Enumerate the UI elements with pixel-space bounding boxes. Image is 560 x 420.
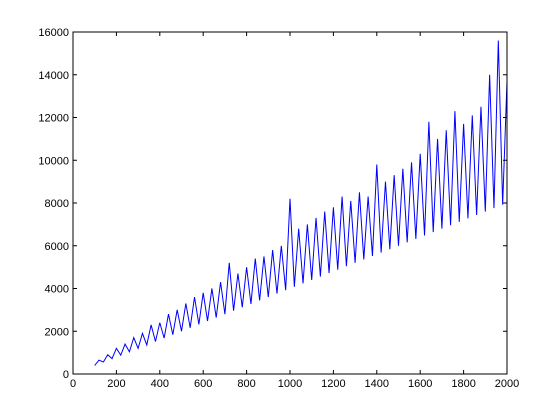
x-tick-label: 2000 (495, 378, 519, 390)
data-line (94, 40, 508, 366)
x-tick-label: 1000 (278, 378, 302, 390)
x-tick-label: 800 (237, 378, 255, 390)
y-tick-label: 10000 (38, 155, 69, 167)
y-tick-label: 4000 (45, 284, 69, 296)
x-tick-label: 1200 (321, 378, 345, 390)
y-tick-label: 8000 (45, 198, 69, 210)
x-tick-label: 0 (70, 378, 76, 390)
x-tick-label: 400 (151, 378, 169, 390)
y-tick-label: 12000 (38, 113, 69, 125)
y-tick-label: 6000 (45, 241, 69, 253)
y-tick-label: 2000 (45, 326, 69, 338)
x-tick-label: 200 (107, 378, 125, 390)
x-tick-label: 1800 (451, 378, 475, 390)
y-tick-label: 0 (63, 369, 69, 381)
x-tick-label: 600 (194, 378, 212, 390)
x-tick-label: 1400 (365, 378, 389, 390)
y-tick-label: 16000 (38, 27, 69, 39)
x-tick-label: 1600 (408, 378, 432, 390)
y-tick-label: 14000 (38, 70, 69, 82)
